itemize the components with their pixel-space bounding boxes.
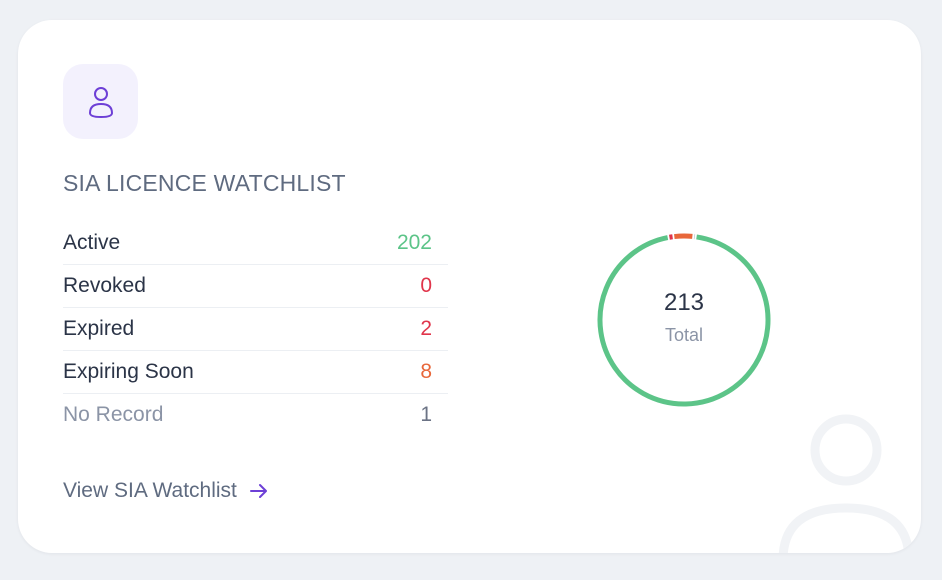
stat-label: No Record xyxy=(63,403,164,426)
donut-segment-expiring-soon xyxy=(674,233,693,240)
stat-value: 0 xyxy=(420,274,432,297)
user-icon-badge xyxy=(63,64,138,139)
stat-row-active: Active 202 xyxy=(63,222,448,265)
stat-row-no-record: No Record 1 xyxy=(63,394,448,436)
donut-segment-active xyxy=(597,234,771,407)
stat-value: 2 xyxy=(420,317,432,340)
card-title: SIA LICENCE WATCHLIST xyxy=(63,170,346,196)
stat-row-expiring-soon: Expiring Soon 8 xyxy=(63,351,448,394)
stat-label: Active xyxy=(63,231,121,254)
stats-list: Active 202 Revoked 0 Expired 2 Expiring … xyxy=(63,222,448,436)
stat-value: 202 xyxy=(396,231,432,254)
view-watchlist-label: View SIA Watchlist xyxy=(63,479,237,502)
sia-watchlist-card: SIA LICENCE WATCHLIST Active 202 Revoked… xyxy=(18,20,921,553)
status-donut-chart xyxy=(597,233,771,407)
stat-value: 8 xyxy=(420,360,432,383)
donut-total-label: Total xyxy=(664,324,704,345)
view-watchlist-link[interactable]: View SIA Watchlist xyxy=(63,479,269,503)
stat-row-revoked: Revoked 0 xyxy=(63,265,448,308)
stat-row-expired: Expired 2 xyxy=(63,308,448,351)
user-watermark-icon xyxy=(778,414,914,553)
stat-label: Expiring Soon xyxy=(63,360,194,383)
arrow-right-icon xyxy=(249,484,267,498)
donut-center: 213 Total xyxy=(591,227,777,413)
user-icon xyxy=(88,86,113,118)
stat-label: Revoked xyxy=(63,274,146,297)
stat-label: Expired xyxy=(63,317,135,340)
stat-value: 1 xyxy=(420,403,432,426)
donut-total-value: 213 xyxy=(663,288,705,316)
